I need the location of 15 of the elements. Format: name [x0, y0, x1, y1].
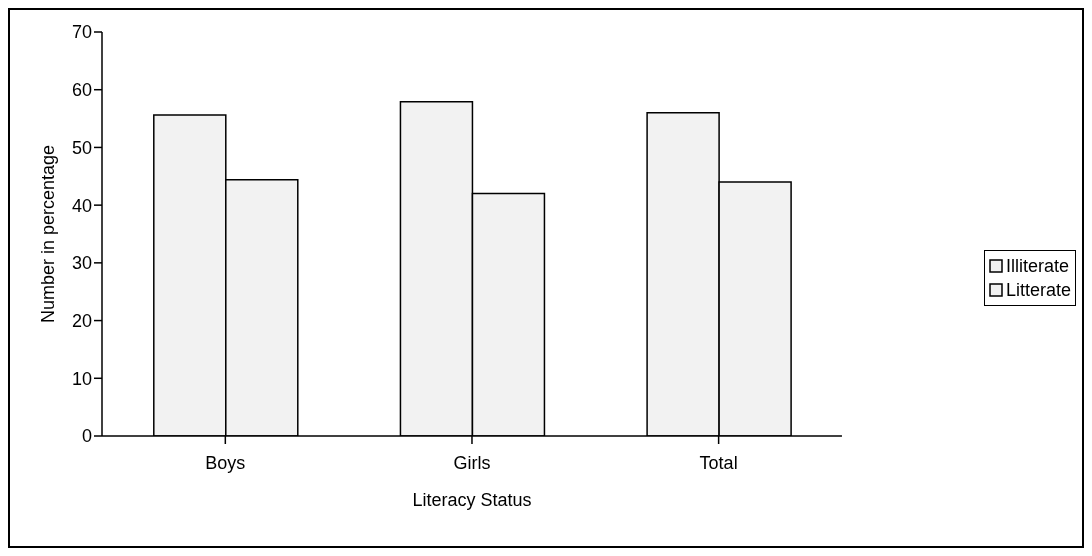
legend-label: Litterate	[1005, 279, 1071, 302]
x-tick-label: Total	[699, 452, 738, 473]
x-tick-label: Boys	[205, 452, 246, 473]
x-axis-title: Literacy Status	[412, 490, 532, 510]
y-tick-label: 50	[71, 137, 92, 158]
y-tick-label: 70	[71, 22, 92, 43]
y-tick-label: 10	[71, 368, 92, 389]
legend-label: Illiterate	[1005, 255, 1069, 278]
y-tick-label: 60	[71, 80, 92, 101]
y-tick-label: 20	[71, 310, 92, 331]
y-tick-label: 40	[71, 195, 92, 216]
y-tick-label: 0	[81, 426, 92, 447]
y-tick-label: 30	[71, 253, 92, 274]
x-tick-label: Girls	[453, 452, 491, 473]
y-axis-title: Number in percentage	[38, 144, 59, 324]
